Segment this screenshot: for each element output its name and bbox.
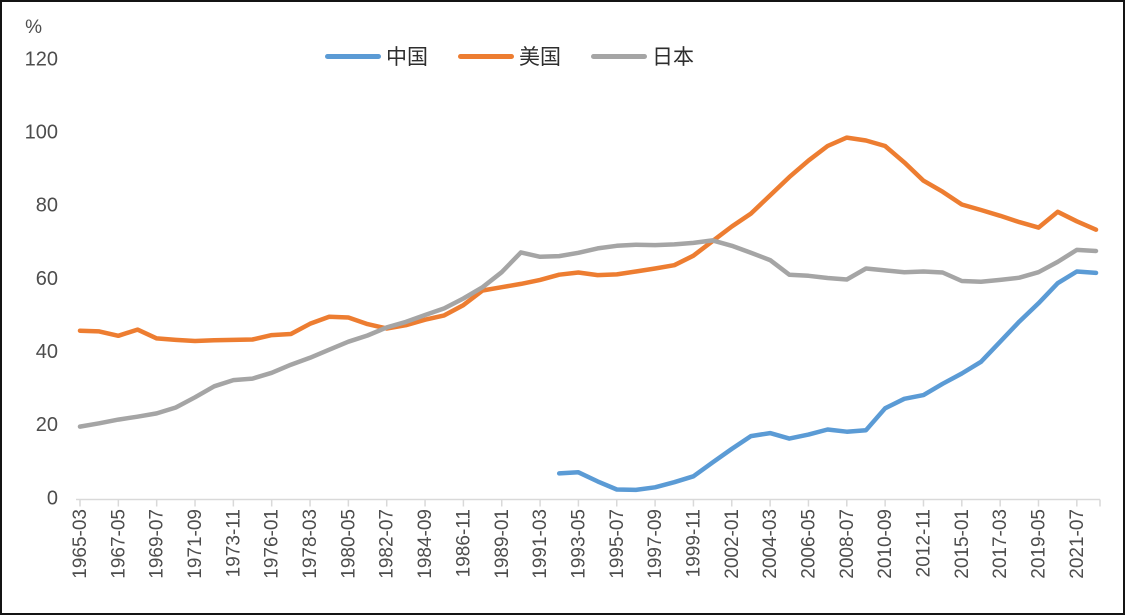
x-axis-label: 2021-07 (1067, 509, 1088, 579)
y-axis-label: 40 (36, 341, 58, 363)
x-axis-label: 1978-03 (300, 509, 321, 579)
x-axis-label: 1995-07 (607, 509, 628, 579)
x-axis-label: 1967-05 (108, 509, 129, 579)
x-axis-label: 1997-09 (645, 509, 666, 579)
x-axis-label: 1982-07 (377, 509, 398, 579)
series-line-japan (77, 238, 1099, 429)
x-axis-label: 1980-05 (338, 509, 359, 579)
series-line-us (77, 135, 1099, 344)
y-axis-label: 100 (25, 121, 58, 143)
x-axis-label: 2002-01 (722, 509, 743, 579)
x-axis-label: 1965-03 (70, 509, 91, 579)
y-axis-label: 60 (36, 268, 58, 290)
x-axis-label: 1976-01 (262, 509, 283, 579)
legend-line-swatch-china (325, 53, 381, 59)
x-axis-label: 2015-01 (952, 509, 973, 579)
chart-legend: 中国 美国 日本 (325, 40, 694, 72)
legend-line-swatch-us (458, 53, 514, 59)
x-axis-label: 2019-05 (1029, 509, 1050, 579)
x-axis-label: 2008-07 (837, 509, 858, 579)
x-axis-label: 2004-03 (760, 509, 781, 579)
x-axis-label: 1971-09 (185, 509, 206, 579)
x-axis-label: 1999-11 (683, 509, 704, 577)
series-line-china (556, 269, 1099, 493)
y-axis-label: 80 (36, 195, 58, 217)
x-axis-label: 2017-03 (990, 509, 1011, 579)
y-axis-label: 20 (36, 414, 58, 436)
y-axis-label: 120 (25, 48, 58, 70)
legend-line-swatch-japan (591, 53, 647, 59)
legend-item-us: 美国 (458, 41, 561, 71)
legend-label-china: 中国 (386, 46, 428, 69)
legend-label-japan: 日本 (652, 46, 694, 69)
legend-label-us: 美国 (519, 46, 561, 69)
x-axis-label: 1969-07 (147, 509, 168, 579)
x-axis-label: 1986-11 (453, 509, 474, 577)
x-axis-label: 1993-05 (568, 509, 589, 579)
x-axis-label: 2010-09 (875, 509, 896, 579)
legend-item-china: 中国 (325, 41, 428, 71)
x-axis-label: 2012-11 (913, 509, 934, 577)
x-axis-label: 1991-03 (530, 509, 551, 579)
x-axis-label: 1989-01 (492, 509, 513, 579)
legend-item-japan: 日本 (591, 41, 694, 71)
y-axis-label: 0 (47, 487, 58, 509)
x-axis-label: 1973-11 (223, 509, 244, 577)
y-axis-unit-label: % (25, 17, 42, 38)
x-axis-label: 1984-09 (415, 509, 436, 579)
x-axis-label: 2006-05 (798, 509, 819, 579)
